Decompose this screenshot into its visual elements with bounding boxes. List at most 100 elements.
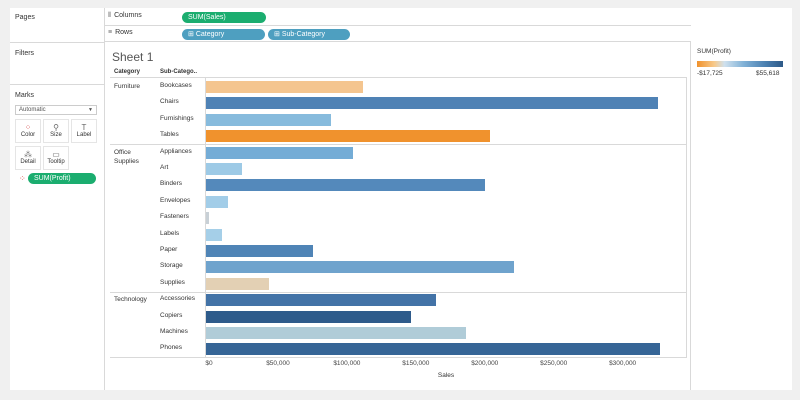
category-label: Office Supplies: [114, 148, 139, 165]
plot-border: [205, 77, 206, 358]
sales-bar[interactable]: [205, 343, 660, 356]
size-icon: ⚲: [53, 123, 59, 132]
color-dots-icon: ⁘: [19, 174, 26, 183]
group-divider: [110, 144, 686, 146]
color-button-label: Color: [20, 132, 36, 138]
rows-shelf-label: ≡ Rows: [108, 29, 133, 36]
app-window: [10, 8, 792, 390]
category-header[interactable]: Category: [114, 69, 141, 75]
filters-panel[interactable]: Filters: [10, 44, 104, 82]
x-tick-label: $200,000: [471, 360, 499, 367]
sales-bar[interactable]: [205, 97, 658, 110]
group-divider: [110, 357, 686, 359]
tooltip-icon: ▭: [52, 150, 60, 159]
tooltip-button-label: Tooltip: [47, 159, 65, 165]
subcategory-label: Binders: [160, 180, 183, 188]
mark-type-value: Automatic: [19, 107, 46, 113]
sales-bar[interactable]: [205, 228, 223, 241]
plot-border: [686, 77, 687, 358]
subcategory-label: Bookcases: [160, 82, 192, 89]
columns-label-text: Columns: [114, 12, 142, 19]
x-tick-label: $150,000: [402, 360, 430, 367]
subcategory-label: Labels: [160, 229, 180, 237]
category-label: Technology: [114, 296, 147, 304]
subcategory-label: Art: [160, 164, 169, 171]
subcategory-label: Furnishings: [160, 114, 194, 122]
x-tick-label: $300,000: [609, 360, 637, 367]
columns-icon: ⦀: [108, 12, 112, 19]
category-row-pill[interactable]: ⊞ Category: [182, 29, 265, 40]
x-tick-label: $100,000: [333, 360, 361, 367]
group-divider: [110, 291, 686, 293]
subcategory-label: Fasteners: [160, 213, 189, 221]
rows-label-text: Rows: [115, 29, 133, 36]
legend-title: SUM(Profit): [697, 48, 731, 55]
subcategory-header[interactable]: Sub-Catego..: [160, 69, 197, 75]
mark-type-dropdown[interactable]: Automatic ▼: [15, 105, 97, 115]
marks-title: Marks: [15, 92, 35, 99]
sales-bar[interactable]: [205, 212, 210, 225]
sales-bar[interactable]: [205, 294, 436, 307]
x-axis-title: Sales: [437, 372, 455, 379]
sales-bar[interactable]: [205, 113, 332, 126]
divider: [10, 42, 104, 43]
plus-icon: ⊞: [188, 31, 196, 38]
subcategory-label: Accessories: [160, 295, 196, 303]
sales-bar[interactable]: [205, 146, 354, 159]
subcategory-label: Storage: [160, 262, 183, 270]
label-button-label: Label: [76, 132, 92, 138]
rows-icon: ≡: [108, 29, 113, 36]
subcategory-label: Envelopes: [160, 196, 191, 204]
subcategory-label: Chairs: [160, 98, 179, 106]
label-button[interactable]: T Label: [71, 119, 97, 143]
x-tick-label: $50,000: [266, 360, 290, 367]
pages-panel: Pages: [10, 8, 104, 44]
x-tick-label: $250,000: [540, 360, 568, 367]
sales-bar[interactable]: [205, 130, 491, 143]
detail-button[interactable]: ⁂ Detail: [15, 146, 41, 170]
profit-marks-pill-label: SUM(Profit): [34, 175, 71, 182]
group-divider: [110, 77, 686, 78]
sales-bar[interactable]: [205, 195, 228, 208]
profit-color-legend[interactable]: [697, 61, 783, 67]
tooltip-button[interactable]: ▭ Tooltip: [43, 146, 69, 170]
detail-button-label: Detail: [20, 159, 36, 165]
color-button[interactable]: ⁘ Color: [15, 119, 41, 143]
subcategory-label: Copiers: [160, 311, 183, 319]
sales-bar[interactable]: [205, 179, 486, 192]
sales-bar[interactable]: [205, 310, 412, 323]
label-icon: T: [81, 123, 87, 132]
sales-bar[interactable]: [205, 163, 243, 175]
divider: [104, 8, 105, 390]
sales-bar[interactable]: [205, 261, 514, 274]
sales-bar[interactable]: [205, 245, 314, 257]
subcategory-label: Machines: [160, 328, 188, 335]
size-button[interactable]: ⚲ Size: [43, 119, 69, 143]
color-dots-icon: ⁘: [24, 123, 32, 132]
subcategory-label: Paper: [160, 246, 178, 253]
columns-shelf-label: ⦀ Columns: [108, 12, 142, 20]
sales-column-pill-label: SUM(Sales): [188, 14, 226, 21]
subcategory-row-pill-label: Sub-Category: [281, 31, 326, 38]
divider: [105, 41, 691, 42]
sales-bar[interactable]: [205, 277, 270, 290]
chevron-down-icon: ▼: [88, 107, 93, 113]
divider: [690, 42, 691, 390]
sales-bar[interactable]: [205, 327, 466, 339]
profit-marks-pill[interactable]: SUM(Profit): [28, 173, 96, 184]
subcategory-row-pill[interactable]: ⊞ Sub-Category: [268, 29, 350, 40]
subcategory-label: Appliances: [160, 147, 192, 155]
sheet-title: Sheet 1: [112, 50, 154, 64]
category-row-pill-label: Category: [195, 31, 225, 38]
detail-icon: ⁂: [24, 150, 32, 159]
category-label: Furniture: [114, 83, 141, 90]
divider: [10, 84, 104, 85]
plus-icon: ⊞: [274, 31, 282, 38]
filters-title: Filters: [15, 50, 35, 57]
sales-column-pill[interactable]: SUM(Sales): [182, 12, 266, 23]
subcategory-label: Supplies: [160, 278, 185, 286]
legend-max: $55,618: [756, 70, 780, 77]
subcategory-label: Phones: [160, 344, 183, 352]
sales-bar[interactable]: [205, 81, 364, 93]
size-button-label: Size: [50, 132, 62, 138]
